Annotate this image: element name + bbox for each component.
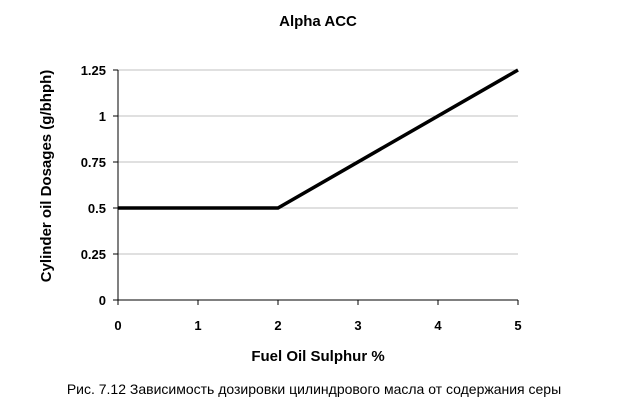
x-tick-label: 3 <box>354 318 361 333</box>
y-tick-label: 0.5 <box>88 201 106 216</box>
y-tick-label: 1 <box>99 109 106 124</box>
chart-title: Alpha ACC <box>279 13 357 30</box>
x-tick-labels: 0 1 2 3 4 5 <box>114 318 521 333</box>
x-tick-label: 2 <box>274 318 281 333</box>
gridlines <box>118 69 518 255</box>
series-line <box>118 68 519 210</box>
series-lines <box>118 68 519 210</box>
y-axis-title: Cylinder oil Dosages (g/bhph) <box>38 70 55 283</box>
x-tick-label: 1 <box>194 318 201 333</box>
x-tick-label: 4 <box>434 318 442 333</box>
y-tick-label: 0.75 <box>81 155 106 170</box>
figure-caption: Рис. 7.12 Зависимость дозировки цилиндро… <box>66 381 562 397</box>
x-tick-label: 5 <box>514 318 521 333</box>
y-tick-label: 0 <box>99 293 106 308</box>
x-tick-label: 0 <box>114 318 121 333</box>
y-tick-label: 0.25 <box>81 247 106 262</box>
axes <box>113 69 519 305</box>
y-tick-label: 1.25 <box>81 63 106 78</box>
x-axis-title: Fuel Oil Sulphur % <box>251 348 384 365</box>
chart-canvas: Alpha ACC 0 0.25 0.5 0.75 1 1.25 0 1 2 3 4 5 Fuel … <box>38 13 522 365</box>
y-tick-labels: 0 0.25 0.5 0.75 1 1.25 <box>81 63 106 308</box>
